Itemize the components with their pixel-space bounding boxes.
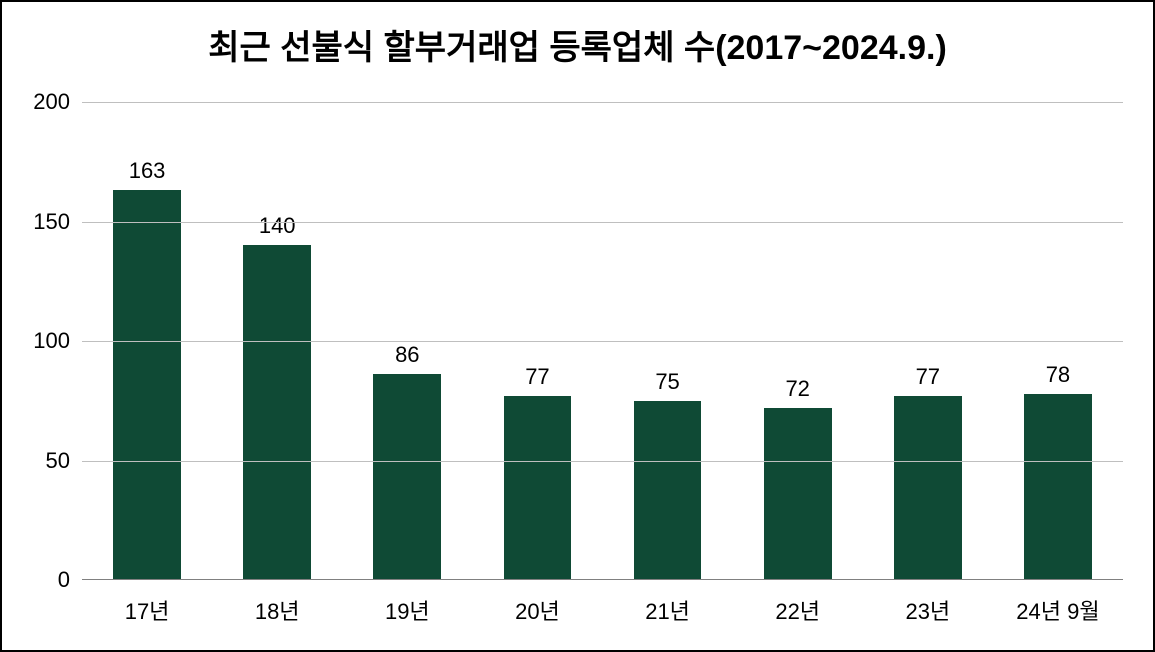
x-axis-baseline [82,579,1123,580]
y-tick-label: 100 [33,328,70,354]
x-tick-label: 21년 [603,594,733,626]
bar [373,374,441,580]
bar [243,245,311,580]
gridline [82,222,1123,223]
y-tick-label: 150 [33,209,70,235]
bar-value-label: 86 [342,342,472,368]
bar-value-label: 75 [603,369,733,395]
gridline [82,461,1123,462]
x-tick-label: 24년 9월 [993,594,1123,626]
chart-frame: 최근 선불식 할부거래업 등록업체 수(2017~2024.9.) 16317년… [0,0,1155,652]
bar [894,396,962,580]
bar-value-label: 163 [82,158,212,184]
bar [634,401,702,580]
plot-area: 16317년14018년8619년7720년7521년7222년7723년782… [82,102,1123,580]
x-tick-label: 20년 [472,594,602,626]
bar-value-label: 77 [863,364,993,390]
chart-title: 최근 선불식 할부거래업 등록업체 수(2017~2024.9.) [2,20,1153,69]
y-tick-label: 200 [33,89,70,115]
x-tick-label: 19년 [342,594,472,626]
y-tick-label: 50 [46,448,70,474]
bar-value-label: 78 [993,362,1123,388]
bar [764,408,832,580]
bar [504,396,572,580]
x-tick-label: 18년 [212,594,342,626]
x-tick-label: 17년 [82,594,212,626]
x-tick-label: 22년 [733,594,863,626]
y-tick-label: 0 [58,567,70,593]
gridline [82,102,1123,103]
bar-value-label: 77 [472,364,602,390]
bar-value-label: 72 [733,376,863,402]
bar [113,190,181,580]
bar [1024,394,1092,580]
bar-value-label: 140 [212,213,342,239]
x-tick-label: 23년 [863,594,993,626]
gridline [82,341,1123,342]
